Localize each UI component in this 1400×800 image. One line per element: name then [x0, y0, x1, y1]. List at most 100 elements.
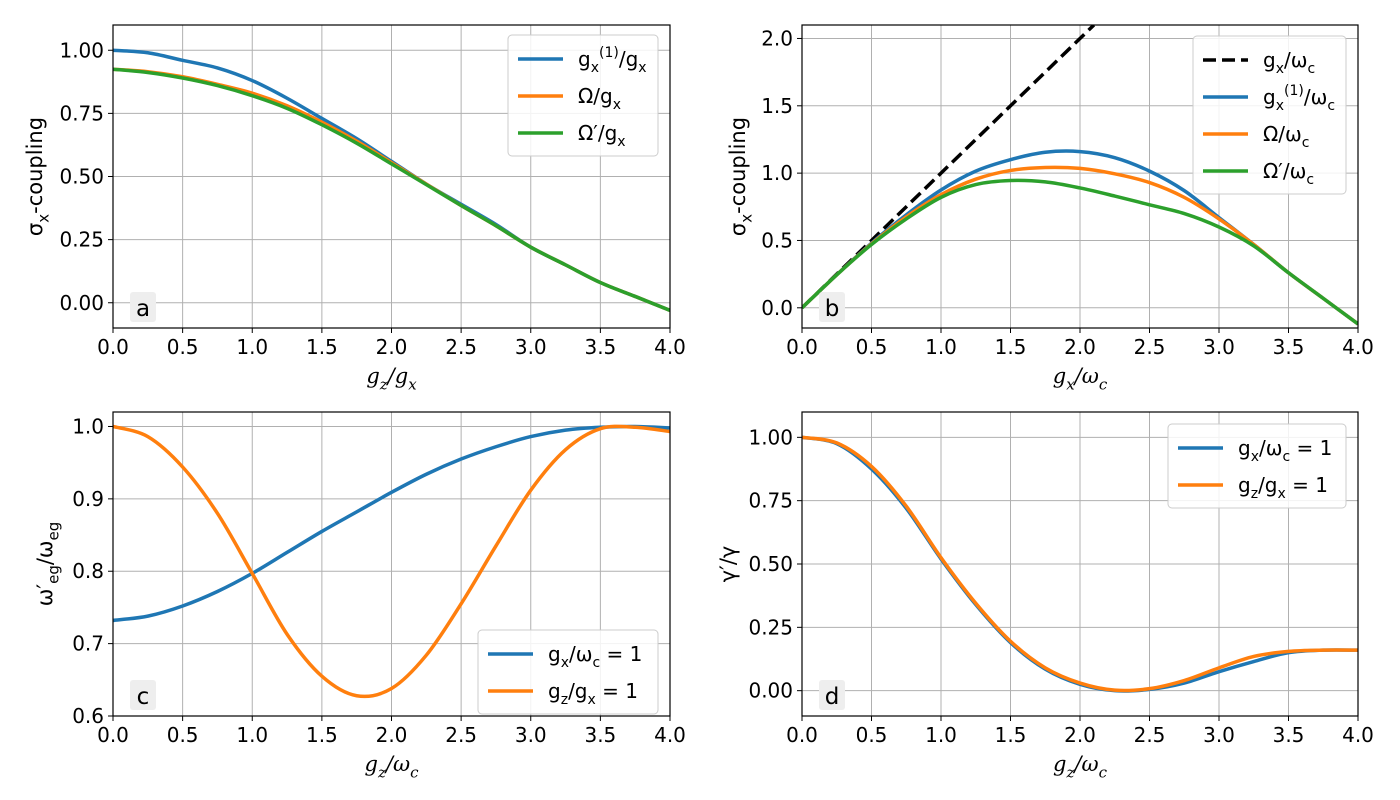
x-tick-label: 0.5 — [167, 723, 199, 747]
x-tick-label: 0.0 — [786, 723, 818, 747]
legend-label: Ω/gx — [578, 84, 621, 113]
x-tick-label: 4.0 — [1342, 723, 1374, 747]
x-tick-label: 3.0 — [515, 723, 547, 747]
legend-box — [477, 629, 659, 715]
series-line — [802, 435, 1358, 693]
x-tick-label: 2.0 — [376, 723, 408, 747]
x-axis-label: gz/ωc — [365, 752, 420, 781]
panel-letter: a — [136, 296, 150, 322]
series-group — [802, 25, 1358, 326]
y-tick-label: 1.0 — [72, 414, 104, 438]
panel-letter-box — [130, 292, 156, 322]
y-tick-label: 0.75 — [59, 101, 104, 125]
x-tick-label: 0.5 — [167, 335, 199, 359]
x-tick-label: 3.0 — [1203, 723, 1235, 747]
panel-c: 0.0 0.5 1.0 1.5 2.0 2.5 3.0 3.5 4.0 0.6 0.7 0.8 0.9 1… — [33, 411, 686, 781]
x-tick-label: 1.5 — [306, 335, 338, 359]
x-tick-label: 1.5 — [995, 723, 1027, 747]
plot-frame — [801, 411, 1359, 717]
legend-label: gx(1)/gx — [578, 45, 647, 76]
y-tick-label: 0.6 — [72, 704, 104, 728]
x-tick-label: 1.0 — [925, 723, 957, 747]
y-tick-label: 0.7 — [72, 632, 104, 656]
x-tick-label: 0.0 — [97, 723, 129, 747]
y-tick-label: 0.25 — [59, 228, 104, 252]
x-tick-label: 0.0 — [97, 335, 129, 359]
x-tick-label: 2.0 — [376, 335, 408, 359]
x-tick-label: 2.0 — [1064, 335, 1096, 359]
legend-label: gx(1)/ωc — [1263, 83, 1335, 114]
y-tick-label: 0.50 — [748, 552, 793, 576]
x-tick-label: 2.5 — [1134, 335, 1166, 359]
x-axis-label: gz/gx — [366, 364, 417, 393]
y-tick-label: 0.50 — [59, 165, 104, 189]
x-tick-label: 0.0 — [786, 335, 818, 359]
x-tick-label: 3.0 — [1203, 335, 1235, 359]
y-tick-label: 1.0 — [761, 161, 793, 185]
x-axis-label: gz/ωc — [1053, 752, 1108, 781]
panel-letter-box — [130, 680, 156, 710]
y-tick-label: 0.00 — [748, 679, 793, 703]
series-line — [113, 67, 670, 312]
x-tick-label: 3.0 — [515, 335, 547, 359]
x-tick-label: 1.5 — [306, 723, 338, 747]
legend-label: Ω/ωc — [1263, 122, 1309, 151]
x-tick-label: 4.0 — [654, 335, 686, 359]
y-axis-label: σx-coupling — [23, 117, 52, 236]
x-tick-label: 1.0 — [925, 335, 957, 359]
legend-label: gx/ωc = 1 — [548, 642, 642, 671]
panel-letter-box — [819, 680, 845, 710]
series-line — [802, 178, 1358, 326]
x-tick-label: 4.0 — [1342, 335, 1374, 359]
x-tick-label: 2.5 — [1134, 723, 1166, 747]
plot-frame — [112, 411, 671, 717]
legend-label: gz/gx = 1 — [1238, 473, 1328, 502]
x-tick-label: 0.5 — [856, 335, 888, 359]
y-tick-label: 0.25 — [748, 615, 793, 639]
x-tick-label: 1.0 — [236, 335, 268, 359]
legend-box — [1167, 423, 1347, 509]
panel-letter: b — [825, 296, 840, 322]
panel-d: 0.0 0.5 1.0 1.5 2.0 2.5 3.0 3.5 4.0 0.00 0.25 0.50 0… — [716, 411, 1374, 781]
x-tick-label: 1.5 — [995, 335, 1027, 359]
x-tick-label: 4.0 — [654, 723, 686, 747]
y-tick-label: 1.00 — [748, 425, 793, 449]
x-tick-label: 2.5 — [445, 335, 477, 359]
panel-letter: d — [825, 684, 840, 710]
panel-a: 0.0 0.5 1.0 1.5 2.0 2.5 3.0 3.5 4.0 0.00 0.25 0.50 0… — [23, 24, 686, 393]
x-tick-label: 3.5 — [1273, 723, 1305, 747]
y-tick-label: 1.00 — [59, 38, 104, 62]
x-tick-label: 0.5 — [856, 723, 888, 747]
x-tick-label: 3.5 — [584, 723, 616, 747]
series-group — [113, 424, 670, 699]
y-tick-label: 0.75 — [748, 489, 793, 513]
y-tick-label: 0.9 — [72, 487, 104, 511]
series-group — [113, 48, 670, 312]
legend-label: gx/ωc — [1263, 48, 1315, 77]
panel-letter: c — [137, 684, 150, 710]
y-tick-label: 0.8 — [72, 559, 104, 583]
series-line — [113, 424, 670, 623]
legend-box — [1192, 35, 1347, 195]
x-tick-label: 2.5 — [445, 723, 477, 747]
x-tick-label: 3.5 — [1273, 335, 1305, 359]
legend-label: Ω′/gx — [578, 121, 626, 150]
y-axis-label: γ′/γ — [716, 546, 740, 583]
panel-letter-box — [819, 292, 845, 322]
series-line — [113, 424, 670, 699]
y-tick-label: 1.5 — [761, 94, 793, 118]
y-axis-label: ω′eg/ωeg — [33, 522, 62, 607]
x-axis-label: gx/ωc — [1053, 364, 1108, 393]
x-tick-label: 1.0 — [236, 723, 268, 747]
y-tick-label: 0.00 — [59, 291, 104, 315]
plot-frame — [112, 24, 671, 329]
legend-label: gz/gx = 1 — [548, 679, 638, 708]
x-tick-label: 2.0 — [1064, 723, 1096, 747]
legend-label: gx/ωc = 1 — [1238, 436, 1332, 465]
x-tick-label: 3.5 — [584, 335, 616, 359]
plot-frame — [801, 24, 1359, 329]
y-axis-label: σx-coupling — [726, 117, 755, 236]
y-tick-label: 2.0 — [761, 26, 793, 50]
series-group — [802, 435, 1358, 693]
panel-b: 0.0 0.5 1.0 1.5 2.0 2.5 3.0 3.5 4.0 0.0 0.5 1.0 1.5 2… — [726, 24, 1374, 393]
